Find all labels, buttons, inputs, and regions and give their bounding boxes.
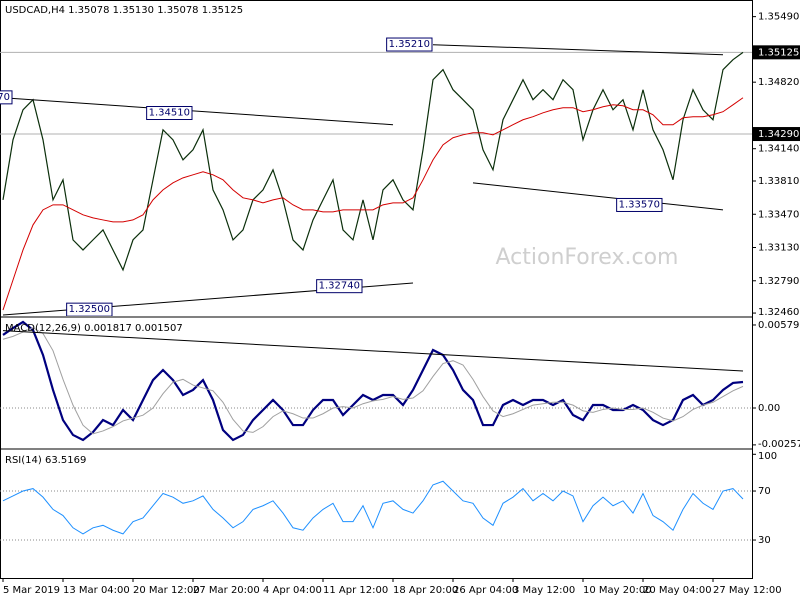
x-tick-label: 27 May 12:00 [713, 585, 782, 596]
panel-title: USDCAD,H4 1.35078 1.35130 1.35078 1.3512… [5, 5, 243, 16]
annotation-box [616, 197, 663, 212]
y-tick-label: 30 [758, 535, 771, 546]
series-line [2, 97, 744, 311]
y-tick-label: -0.002573 [758, 439, 800, 450]
x-tick-label: 4 Apr 04:00 [263, 585, 322, 596]
x-tick-label: 27 Mar 20:00 [193, 585, 260, 596]
trendline [432, 44, 724, 56]
panel: 1.34670 1.34510 1.35210 1.32740 1.32500 1.335… [0, 37, 752, 316]
watermark: ActionForex.com [496, 245, 679, 270]
x-tick-label: 26 Apr 04:00 [453, 585, 518, 596]
price-label: 1.35125 [758, 47, 799, 58]
y-tick-label: 0.005793 [758, 320, 800, 331]
y-tick-label: 1.33810 [758, 176, 799, 187]
plot-frame [0, 0, 753, 579]
x-tick-label: 3 May 12:00 [513, 585, 575, 596]
y-tick-label: 1.35490 [758, 12, 799, 23]
panel-title: MACD(12,26,9) 0.001817 0.001507 [5, 323, 183, 334]
y-tick-label: 70 [758, 486, 771, 497]
annotation-box [316, 279, 363, 294]
x-tick-label: 18 Apr 20:00 [393, 585, 458, 596]
panel [0, 480, 752, 541]
annotation-label: 1.34670 [0, 92, 10, 103]
trendline [472, 182, 724, 211]
annotation-box [146, 106, 193, 121]
series-line [2, 327, 744, 435]
panel-title: RSI(14) 63.5169 [5, 455, 86, 466]
x-tick-label: 20 Mar 12:00 [133, 585, 200, 596]
annotation-box [66, 302, 113, 316]
y-tick-label: 1.34820 [758, 77, 799, 88]
series-line [2, 320, 744, 442]
annotation-label: 1.34510 [149, 108, 190, 119]
y-tick-label: 0.00 [758, 403, 780, 414]
series-line [2, 51, 744, 272]
y-tick-label: 1.33130 [758, 243, 799, 254]
y-tick-label: 1.32460 [758, 307, 799, 318]
x-tick-label: 10 May 20:00 [583, 585, 652, 596]
panel [0, 320, 752, 442]
annotation-box [0, 90, 13, 105]
y-tick-label: 1.32790 [758, 276, 799, 287]
annotation-label: 1.32500 [69, 304, 110, 315]
annotation-label: 1.33570 [619, 199, 660, 210]
series-line [2, 480, 744, 535]
trendline [2, 97, 394, 126]
price-label-box [753, 127, 800, 142]
x-tick-label: 13 Mar 04:00 [63, 585, 130, 596]
trendline [2, 330, 744, 372]
x-tick-label: 11 Apr 12:00 [323, 585, 388, 596]
x-tick-label: 5 Mar 2019 [3, 585, 60, 596]
y-tick-label: 100 [758, 451, 777, 462]
annotation-box [386, 37, 433, 52]
annotation-label: 1.32740 [319, 281, 360, 292]
x-tick-label: 20 May 04:00 [643, 585, 712, 596]
price-label: 1.34290 [758, 129, 799, 140]
y-tick-label: 1.34140 [758, 144, 799, 155]
y-tick-label: 1.33470 [758, 209, 799, 220]
price-label-box [753, 45, 800, 60]
annotation-label: 1.35210 [389, 39, 430, 50]
